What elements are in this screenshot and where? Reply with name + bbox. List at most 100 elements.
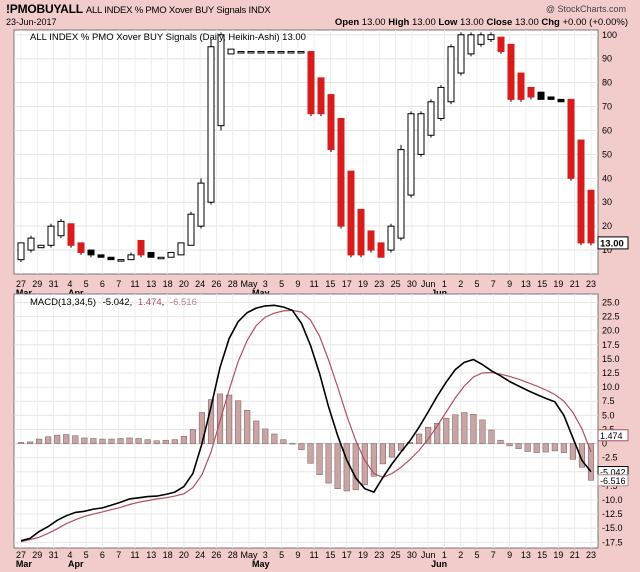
- price-candle-up: [237, 51, 245, 54]
- macd-histogram-bar: [352, 443, 359, 491]
- macd-x-tick-label: 17: [342, 550, 352, 560]
- price-x-tick-label: 18: [163, 279, 173, 289]
- macd-histogram-bar: [379, 443, 386, 465]
- macd-x-tick-label: 26: [211, 550, 221, 560]
- price-x-tick-label: 23: [374, 279, 384, 289]
- macd-legend-signal: 1.474: [138, 297, 162, 308]
- price-x-tick-label: 15: [537, 279, 547, 289]
- price-x-tick-label: 25: [391, 279, 401, 289]
- price-candle-up: [407, 113, 415, 196]
- price-plot-area: [13, 29, 599, 275]
- ohlc-stats: Open 13.00 High 13.00 Low 13.00 Close 13…: [335, 17, 628, 28]
- price-candle-up: [477, 34, 485, 45]
- high-label: High: [388, 17, 410, 28]
- macd-x-tick-label: 7: [116, 550, 121, 560]
- price-candle-down: [507, 43, 515, 100]
- stockcharts-watermark: @ StockCharts.com: [545, 4, 626, 14]
- macd-histogram-bar: [533, 443, 540, 453]
- price-candle-down: [537, 91, 545, 100]
- price-x-tick-label: 27: [16, 279, 26, 289]
- price-candle-up: [427, 101, 435, 136]
- macd-histogram-bar: [253, 420, 260, 444]
- macd-signal-tag-box: [597, 429, 629, 442]
- chg-value: +0.00 (+0.00%): [562, 17, 629, 28]
- macd-histogram-bar: [334, 443, 341, 489]
- price-candle-up: [17, 242, 25, 261]
- price-month-label: Jun: [431, 288, 447, 298]
- macd-x-tick-label: 5: [474, 550, 479, 560]
- price-x-tick-label: 17: [342, 279, 352, 289]
- price-candle-down: [497, 36, 505, 53]
- macd-histogram-bar: [45, 436, 52, 444]
- macd-x-tick-label: 29: [32, 550, 42, 560]
- price-candle-down: [517, 72, 525, 100]
- price-x-tick-label: 3: [263, 279, 268, 289]
- price-candle-up: [287, 51, 295, 54]
- macd-histogram-bar: [542, 443, 549, 453]
- price-month-label: Apr: [68, 288, 84, 298]
- price-candle-down: [547, 96, 555, 100]
- macd-x-tick-label: 19: [553, 550, 563, 560]
- macd-x-tick-label: 11: [130, 550, 139, 560]
- price-x-tick-label: 13: [521, 279, 531, 289]
- macd-value-tag: -5.042: [600, 468, 626, 478]
- price-candle-up: [57, 220, 65, 237]
- price-x-tick-label: 6: [100, 279, 105, 289]
- macd-histogram-bar: [235, 400, 242, 444]
- price-y-tick-label: 30: [602, 197, 612, 207]
- chart-header-title: !PMOBUYALL ALL INDEX % PMO Xover BUY Sig…: [6, 2, 271, 16]
- low-label: Low: [438, 17, 458, 28]
- macd-y-tick-label: 10.0: [602, 382, 620, 392]
- price-month-label: May: [252, 288, 270, 298]
- price-y-tick-label: 50: [602, 149, 612, 159]
- price-x-tick-label: 13: [146, 279, 156, 289]
- price-candle-up: [387, 225, 395, 251]
- macd-y-tick-label: -10.0: [602, 495, 623, 505]
- macd-x-tick-label: Jun: [421, 550, 436, 560]
- macd-y-tick-label: 22.5: [602, 312, 620, 322]
- price-candle-up: [437, 86, 445, 120]
- macd-legend-prefix: MACD(13,34,5): [30, 297, 96, 308]
- price-candle-up: [117, 259, 125, 262]
- price-candle-down: [377, 242, 385, 258]
- macd-histogram-bar: [117, 438, 124, 444]
- macd-x-tick-label: 24: [195, 550, 205, 560]
- macd-histogram-bar: [153, 440, 160, 444]
- price-x-tick-label: 11: [130, 279, 139, 289]
- price-y-tick-label: 70: [602, 102, 612, 112]
- price-candle-down: [317, 77, 325, 115]
- macd-histogram-bar: [289, 443, 296, 445]
- macd-panel: -17.5-15.0-12.5-10.0-7.5-5.0-2.502.55.07…: [13, 293, 629, 569]
- macd-histogram-bar: [587, 443, 595, 481]
- price-x-tick-label: 15: [325, 279, 335, 289]
- price-candle-up: [37, 244, 45, 249]
- macd-y-tick-label: 7.5: [602, 396, 615, 406]
- macd-x-tick-label: 1: [442, 550, 447, 560]
- price-candle-down: [567, 98, 575, 179]
- macd-histogram-bar: [271, 433, 278, 444]
- price-candles: [17, 32, 595, 263]
- macd-y-axis: -17.5-15.0-12.5-10.0-7.5-5.0-2.502.55.07…: [597, 297, 629, 547]
- price-candle-up: [297, 51, 305, 54]
- price-candle-up: [157, 256, 165, 260]
- macd-histogram-bar: [307, 443, 314, 464]
- macd-histogram-bar: [298, 443, 305, 451]
- macd-month-label: Jun: [431, 559, 447, 569]
- price-candle-up: [227, 48, 235, 55]
- macd-histogram-bar: [144, 439, 151, 444]
- macd-x-tick-label: May: [240, 550, 258, 560]
- macd-x-tick-label: 7: [491, 550, 496, 560]
- macd-lines: [20, 304, 592, 543]
- macd-histogram-bar: [370, 443, 377, 477]
- price-y-tick-label: 60: [602, 125, 612, 135]
- index-description: ALL INDEX % PMO Xover BUY Signals: [85, 5, 247, 16]
- macd-y-tick-label: -12.5: [602, 509, 623, 519]
- price-candle-down: [67, 223, 75, 246]
- macd-y-tick-label: 17.5: [602, 340, 620, 350]
- macd-histogram-bar: [135, 438, 142, 444]
- macd-x-tick-label: 19: [358, 550, 368, 560]
- price-candle-down: [147, 251, 155, 258]
- macd-x-tick-label: 30: [407, 550, 417, 560]
- macd-y-tick-label: 25.0: [602, 297, 620, 307]
